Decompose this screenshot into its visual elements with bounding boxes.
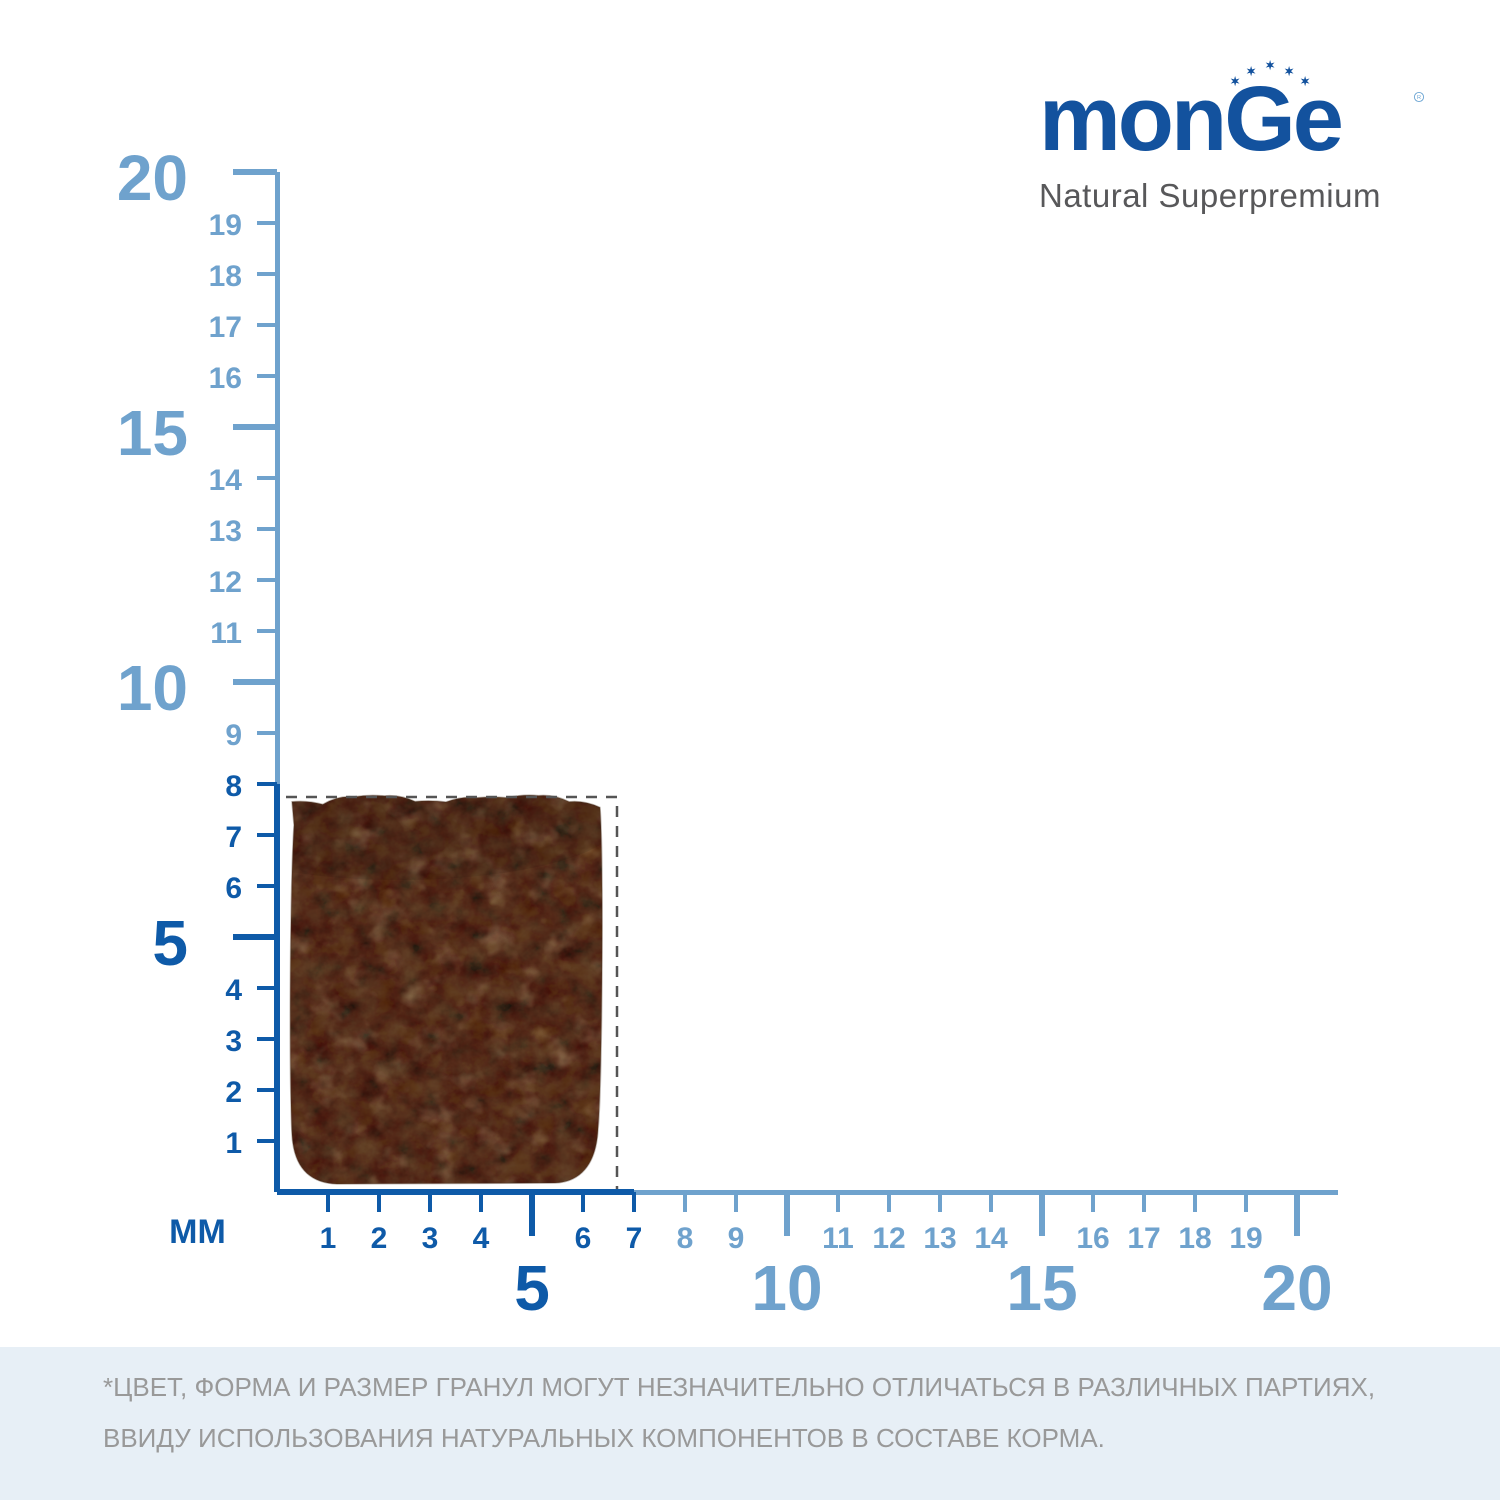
svg-text:monGe: monGe [1039,68,1342,170]
svg-text:R: R [1417,95,1421,101]
